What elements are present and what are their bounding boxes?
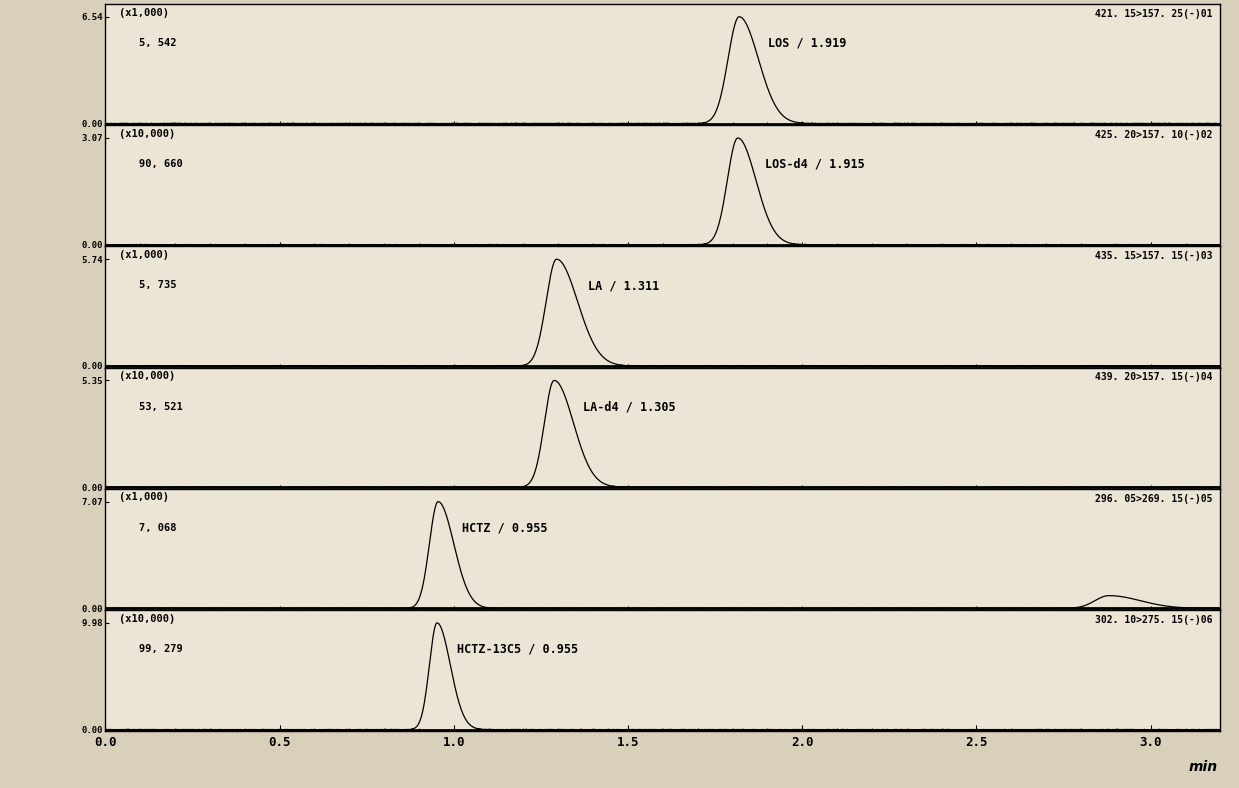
Text: 99, 279: 99, 279 — [139, 644, 182, 654]
Text: (x1,000): (x1,000) — [119, 492, 169, 503]
Text: 302. 10>275. 15(-)06: 302. 10>275. 15(-)06 — [1095, 615, 1213, 625]
Text: LOS-d4 / 1.915: LOS-d4 / 1.915 — [764, 158, 865, 171]
Text: 5, 735: 5, 735 — [139, 281, 176, 290]
Text: 7, 068: 7, 068 — [139, 522, 176, 533]
Text: 53, 521: 53, 521 — [139, 402, 182, 411]
Text: min: min — [1188, 760, 1218, 774]
Text: LA / 1.311: LA / 1.311 — [589, 279, 659, 292]
Text: (x10,000): (x10,000) — [119, 614, 175, 623]
Text: 435. 15>157. 15(-)03: 435. 15>157. 15(-)03 — [1095, 251, 1213, 262]
Text: 439. 20>157. 15(-)04: 439. 20>157. 15(-)04 — [1095, 373, 1213, 382]
Text: LOS / 1.919: LOS / 1.919 — [768, 37, 846, 50]
Text: 5, 542: 5, 542 — [139, 38, 176, 48]
Text: (x1,000): (x1,000) — [119, 250, 169, 260]
Text: (x1,000): (x1,000) — [119, 8, 169, 17]
Text: (x10,000): (x10,000) — [119, 128, 175, 139]
Text: 421. 15>157. 25(-)01: 421. 15>157. 25(-)01 — [1095, 9, 1213, 19]
Text: (x10,000): (x10,000) — [119, 371, 175, 381]
Text: 296. 05>269. 15(-)05: 296. 05>269. 15(-)05 — [1095, 493, 1213, 504]
Text: HCTZ-13C5 / 0.955: HCTZ-13C5 / 0.955 — [457, 643, 579, 656]
Text: HCTZ / 0.955: HCTZ / 0.955 — [462, 522, 548, 534]
Text: LA-d4 / 1.305: LA-d4 / 1.305 — [582, 400, 675, 414]
Text: 425. 20>157. 10(-)02: 425. 20>157. 10(-)02 — [1095, 130, 1213, 140]
Text: 90, 660: 90, 660 — [139, 159, 182, 169]
